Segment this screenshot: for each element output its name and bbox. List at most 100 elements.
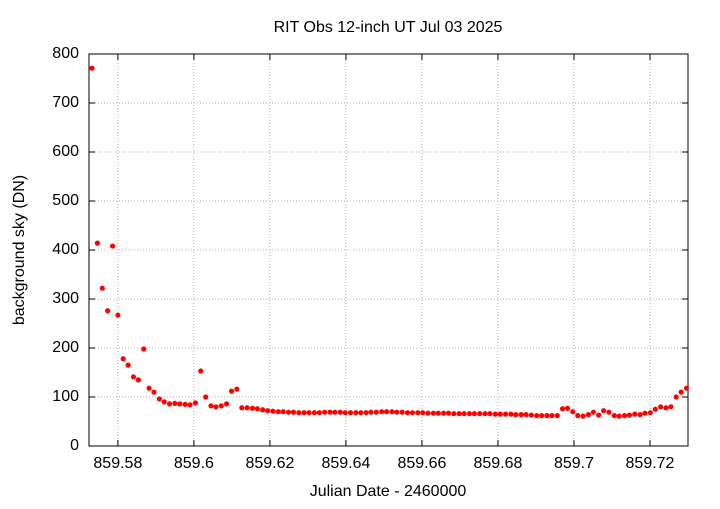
data-point [441,410,447,416]
data-point [306,410,312,416]
data-point [389,409,395,415]
data-point [590,409,596,415]
data-point [244,405,250,411]
data-point [492,411,498,417]
data-point [327,409,333,415]
x-tick-label: 859.66 [397,455,446,472]
data-point [518,412,524,418]
data-point [461,411,467,417]
data-point [192,400,199,406]
y-tick-label: 700 [52,94,79,111]
data-point [358,410,364,416]
data-point [626,412,633,418]
data-point [89,65,95,71]
data-point [368,409,374,415]
y-tick-label: 600 [52,143,79,160]
x-tick-label: 859.7 [554,455,594,472]
data-point [534,413,540,419]
x-tick-label: 859.64 [321,455,370,472]
data-point [187,402,193,408]
chart-title: RIT Obs 12-inch UT Jul 03 2025 [274,19,503,36]
data-point [658,404,664,410]
x-tick-label: 859.68 [473,455,522,472]
data-point [234,386,240,392]
y-tick-label: 800 [52,45,79,62]
data-point [430,410,436,416]
data-point [466,411,473,417]
data-point [296,410,302,416]
x-tick-label: 859.72 [626,455,675,472]
data-point [146,385,152,391]
data-point [94,240,100,246]
data-point [616,413,622,419]
data-point [301,410,307,416]
data-point [652,406,658,412]
data-point [585,412,592,418]
data-point [580,413,586,419]
data-point [394,409,400,415]
data-point [606,409,612,415]
data-point [404,410,411,416]
data-point [456,411,462,417]
data-point [208,403,214,409]
data-point [135,377,142,383]
x-tick-label: 859.58 [93,455,142,472]
data-point [342,410,348,416]
data-point [270,408,276,414]
data-point [632,411,638,417]
data-point [508,411,514,417]
data-point [497,411,503,417]
y-axis-label: background sky (DN) [11,175,28,325]
data-point [502,411,509,417]
data-point [409,410,416,416]
data-point [290,409,297,415]
data-point [570,409,576,415]
data-point [347,410,354,416]
data-point [316,410,322,416]
data-point [198,368,204,374]
data-point [513,412,519,418]
y-tick-label: 300 [52,290,79,307]
data-point [637,412,643,418]
data-point [115,312,121,318]
data-point [109,243,116,249]
data-point [182,401,188,407]
data-point [683,385,690,391]
data-point [399,409,405,415]
data-point [203,394,209,400]
data-point [239,405,245,411]
data-point [559,406,566,412]
y-tick-label: 0 [70,437,79,454]
data-point [528,412,535,418]
data-point [471,411,477,417]
data-point [265,408,271,414]
x-tick-label: 859.6 [174,455,214,472]
data-point [332,409,338,415]
data-point [228,388,235,394]
data-point [141,346,147,352]
data-point [482,411,488,417]
data-point [130,374,137,380]
data-point [379,409,385,415]
data-point [673,394,679,400]
data-point [477,411,483,417]
data-point [172,400,178,406]
y-tick-label: 100 [52,388,79,405]
data-point [322,409,328,415]
data-point [285,409,292,415]
data-point [621,413,628,419]
y-tick-label: 500 [52,192,79,209]
data-point [254,406,260,412]
y-tick-label: 200 [52,339,79,356]
data-point [99,285,105,291]
data-point [151,389,157,395]
data-point [554,413,560,419]
data-point [425,410,431,416]
data-point [105,308,111,314]
data-point [260,407,266,413]
x-axis-label: Julian Date - 2460000 [310,483,467,500]
plot-frame [88,53,689,447]
data-point [601,408,607,414]
data-point [420,410,426,416]
